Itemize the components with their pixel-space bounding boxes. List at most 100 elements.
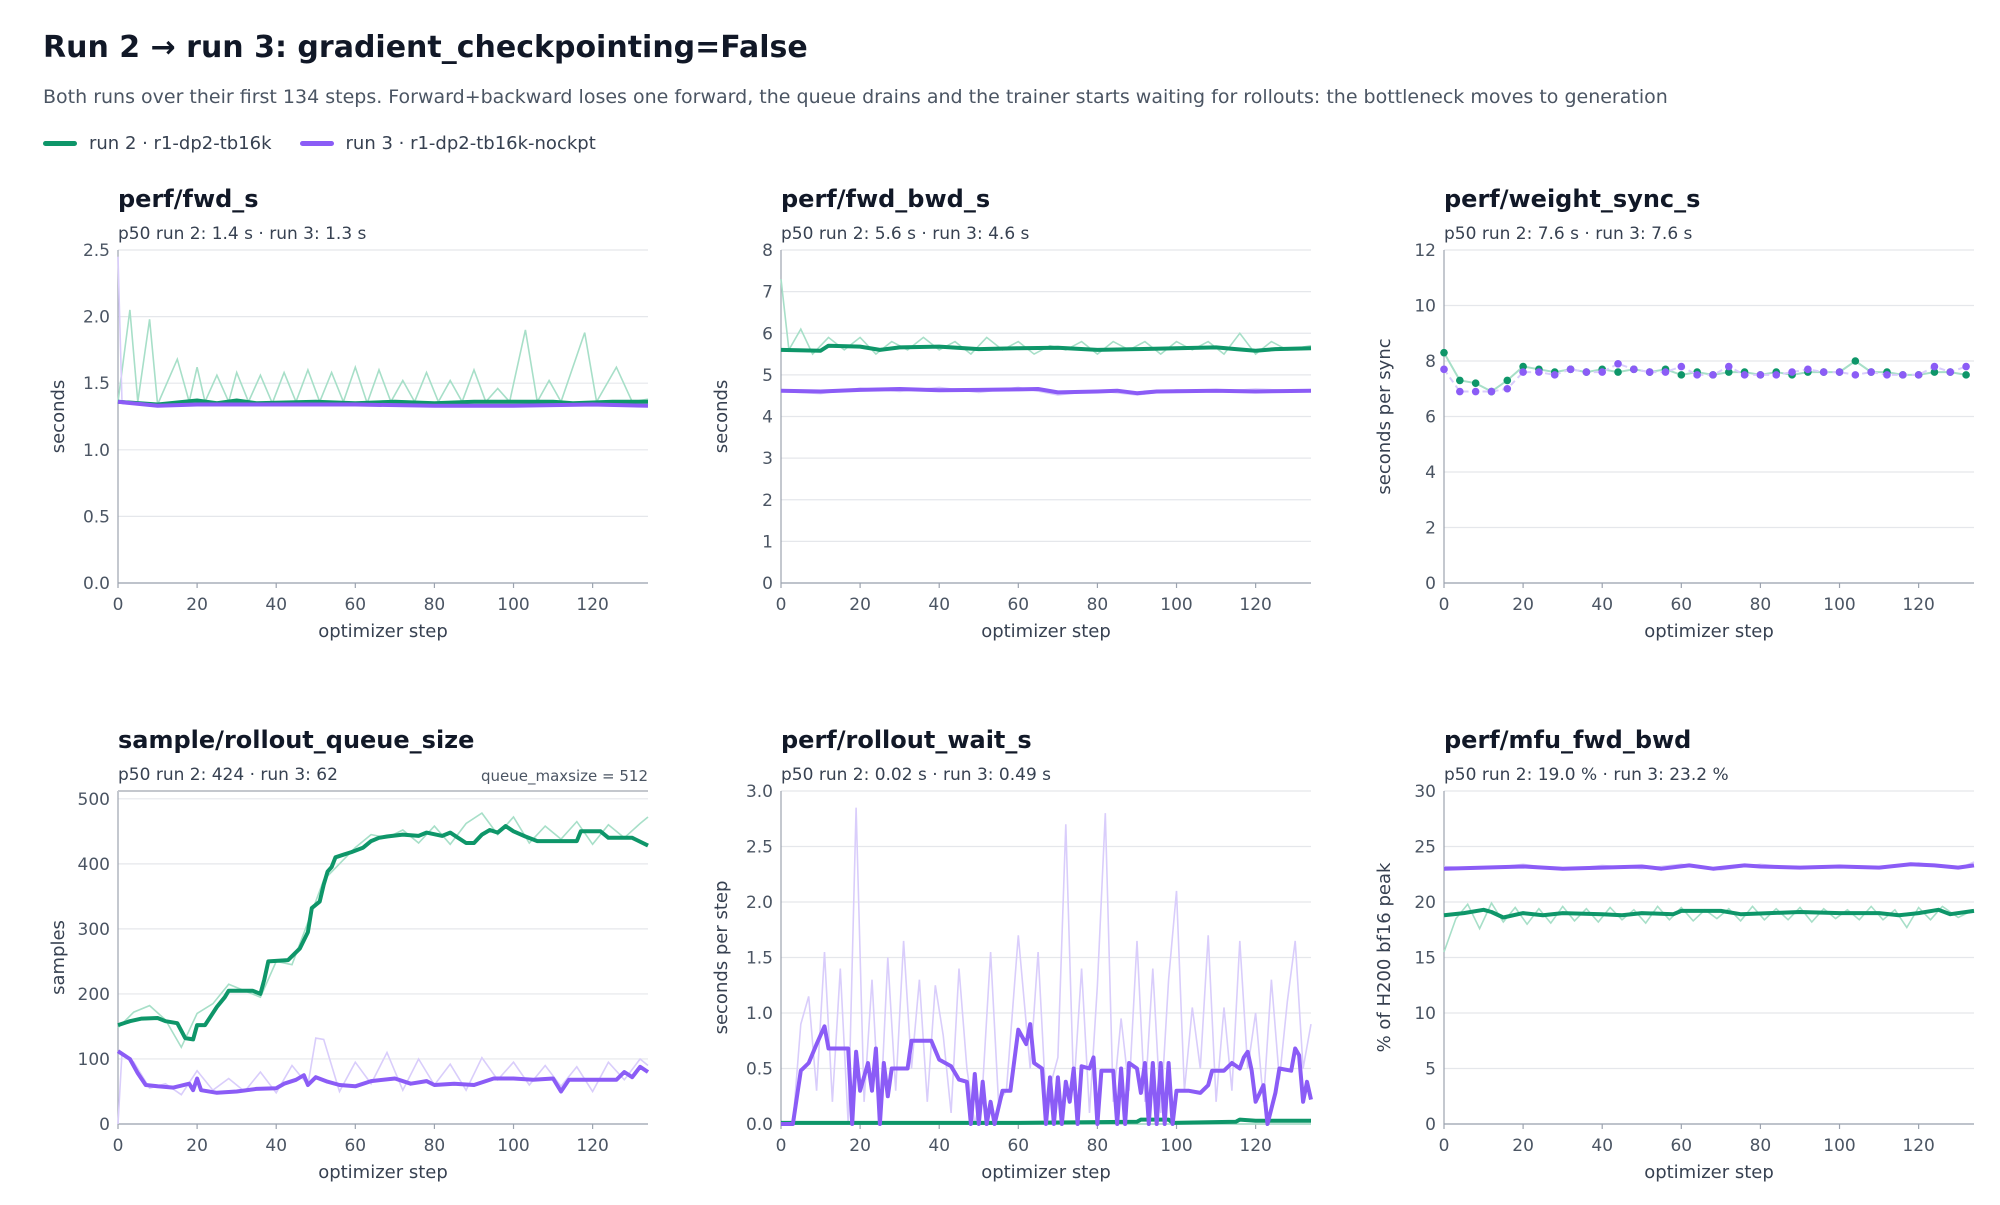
y-axis-label: % of H200 bf16 peak: [1374, 862, 1395, 1052]
series-smoothed-run2: [780, 343, 1312, 353]
x-tick-label: 120: [1902, 1136, 1934, 1156]
y-tick-label: 6: [1425, 408, 1436, 428]
x-tick-label: 20: [186, 595, 208, 615]
data-point-run3: [1804, 365, 1812, 374]
series-raw-run2: [117, 309, 649, 406]
x-tick-label: 0: [113, 595, 124, 615]
y-tick-label: 4: [1425, 463, 1436, 483]
data-point-run3: [1566, 365, 1575, 374]
data-point-run3: [1724, 362, 1733, 371]
x-tick-label: 20: [1512, 595, 1534, 615]
y-tick-label: 400: [78, 855, 110, 875]
x-tick-label: 60: [344, 1136, 366, 1156]
series-raw-run2: [117, 812, 649, 1050]
data-point-run3: [1930, 362, 1939, 371]
data-point-run3: [1772, 371, 1781, 379]
legend-item-run3: run 3 · r1-dp2-tb16k-nockpt: [299, 133, 596, 154]
data-point-run2: [1677, 371, 1686, 379]
series-smoothed-run2: [117, 824, 649, 1042]
chart-panel-5: perf/rollout_wait_s p50 run 2: 0.02 s · r…: [711, 726, 1313, 1183]
x-tick-label: 0: [1439, 1136, 1450, 1156]
chart-panel-2: perf/fwd_bwd_s p50 run 2: 5.6 s · run 3: …: [711, 185, 1312, 642]
x-tick-label: 120: [576, 595, 608, 615]
y-tick-label: 5: [762, 366, 773, 386]
series-smoothed-run3: [116, 1049, 650, 1095]
y-tick-label: 1.5: [83, 374, 110, 394]
x-tick-label: 60: [1670, 1136, 1692, 1156]
data-point-run3: [1661, 368, 1670, 376]
data-point-run3: [1946, 368, 1955, 376]
data-point-run2: [1440, 348, 1448, 357]
series-raw-run3: [117, 1037, 649, 1125]
data-point-run2: [1519, 362, 1527, 371]
y-tick-label: 1.0: [746, 1004, 773, 1024]
data-point-run3: [1471, 387, 1480, 396]
y-tick-label: 0: [762, 574, 773, 594]
y-tick-label: 25: [1414, 838, 1436, 858]
y-axis-label: seconds per step: [711, 881, 732, 1035]
legend-item-run2: run 2 · r1-dp2-tb16k: [43, 133, 272, 154]
x-tick-label: 0: [776, 595, 787, 615]
y-tick-label: 1: [762, 532, 773, 552]
x-tick-label: 20: [186, 1136, 208, 1156]
x-tick-label: 100: [1160, 595, 1192, 615]
x-axis-label: optimizer step: [318, 1162, 448, 1183]
page-title: Run 2 → run 3: gradient_checkpointing=Fa…: [43, 30, 808, 65]
y-tick-label: 6: [762, 324, 773, 344]
y-tick-label: 4: [762, 408, 773, 428]
x-tick-label: 100: [1823, 595, 1855, 615]
y-tick-label: 2: [1425, 519, 1436, 539]
y-tick-label: 0.5: [746, 1060, 773, 1080]
x-tick-label: 40: [265, 595, 287, 615]
y-tick-label: 100: [78, 1050, 110, 1070]
data-point-run3: [1645, 368, 1654, 376]
series-smoothed-run3: [780, 387, 1312, 396]
data-point-run3: [1867, 368, 1875, 376]
x-tick-label: 80: [424, 1136, 446, 1156]
y-tick-label: 0.0: [83, 574, 110, 594]
data-point-run3: [1535, 368, 1543, 376]
y-tick-label: 3: [762, 449, 773, 469]
y-tick-label: 15: [1414, 949, 1436, 969]
x-tick-label: 0: [776, 1136, 787, 1156]
x-axis-label: optimizer step: [981, 1162, 1111, 1183]
chart-panel-6: perf/mfu_fwd_bwd p50 run 2: 19.0 % · run …: [1374, 726, 1975, 1183]
chart-title: sample/rollout_queue_size: [118, 726, 474, 754]
chart-panel-1: perf/fwd_s p50 run 2: 1.4 s · run 3: 1.3 …: [48, 185, 649, 642]
x-axis-label: optimizer step: [1644, 1162, 1774, 1183]
data-point-run2: [1930, 368, 1939, 376]
x-tick-label: 80: [1750, 1136, 1772, 1156]
legend-swatch-run3: [299, 141, 334, 146]
data-point-run3: [1962, 362, 1970, 371]
chart-panel-3: perf/weight_sync_s p50 run 2: 7.6 s · run…: [1374, 185, 1974, 642]
x-tick-label: 60: [1670, 595, 1692, 615]
x-tick-label: 80: [1087, 1136, 1109, 1156]
y-tick-label: 0: [1425, 574, 1436, 594]
x-tick-label: 0: [113, 1136, 124, 1156]
data-point-run3: [1835, 368, 1844, 376]
data-point-run3: [1914, 371, 1923, 379]
data-point-run3: [1788, 368, 1796, 376]
data-point-run3: [1677, 362, 1686, 371]
data-point-run2: [1724, 368, 1733, 376]
chart-subtitle: p50 run 2: 5.6 s · run 3: 4.6 s: [781, 224, 1030, 244]
x-tick-label: 40: [265, 1136, 287, 1156]
data-point-run3: [1851, 371, 1860, 379]
chart-subtitle: p50 run 2: 19.0 % · run 3: 23.2 %: [1444, 765, 1729, 785]
x-tick-label: 120: [576, 1136, 608, 1156]
chart-title: perf/weight_sync_s: [1444, 185, 1700, 213]
data-point-run3: [1819, 368, 1828, 376]
x-tick-label: 40: [928, 595, 950, 615]
y-axis-label: samples: [48, 920, 69, 995]
data-point-run3: [1456, 387, 1464, 396]
legend-label-run2: run 2 · r1-dp2-tb16k: [89, 133, 272, 154]
data-point-run3: [1614, 359, 1622, 368]
chart-panel-4: sample/rollout_queue_size p50 run 2: 424 …: [48, 726, 650, 1183]
x-tick-label: 20: [1512, 1136, 1534, 1156]
data-point-run3: [1550, 371, 1559, 379]
y-axis-label: seconds: [48, 380, 69, 454]
chart-title: perf/mfu_fwd_bwd: [1444, 726, 1691, 754]
y-tick-label: 500: [78, 790, 110, 810]
data-point-run3: [1598, 368, 1607, 376]
